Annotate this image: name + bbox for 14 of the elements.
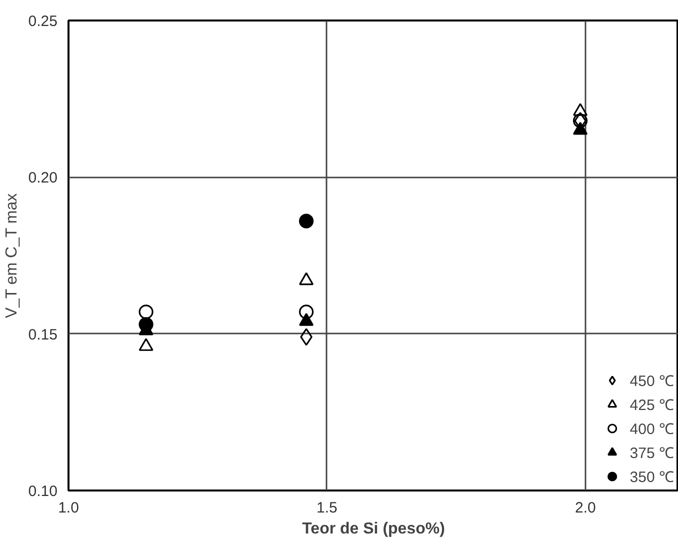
y-tick-label: 0.15: [28, 326, 58, 344]
y-tick-label: 0.10: [28, 483, 58, 500]
x-tick-label: 1.0: [58, 500, 79, 516]
y-tick-label: 0.20: [28, 170, 58, 187]
x-axis-title: Teor de Si (peso%): [302, 520, 445, 538]
legend-label: 375 ℃: [630, 444, 674, 462]
legend-label: 450 ℃: [630, 372, 674, 390]
y-tick-label: 0.25: [28, 13, 58, 30]
y-axis-title: V_T em C_T max: [3, 193, 20, 318]
legend-label: 350 ℃: [630, 468, 674, 486]
x-tick-label: 1.5: [316, 500, 338, 516]
legend-label: 400 ℃: [630, 420, 674, 438]
x-tick-label: 2.0: [575, 500, 596, 516]
legend-label: 425 ℃: [630, 396, 674, 414]
